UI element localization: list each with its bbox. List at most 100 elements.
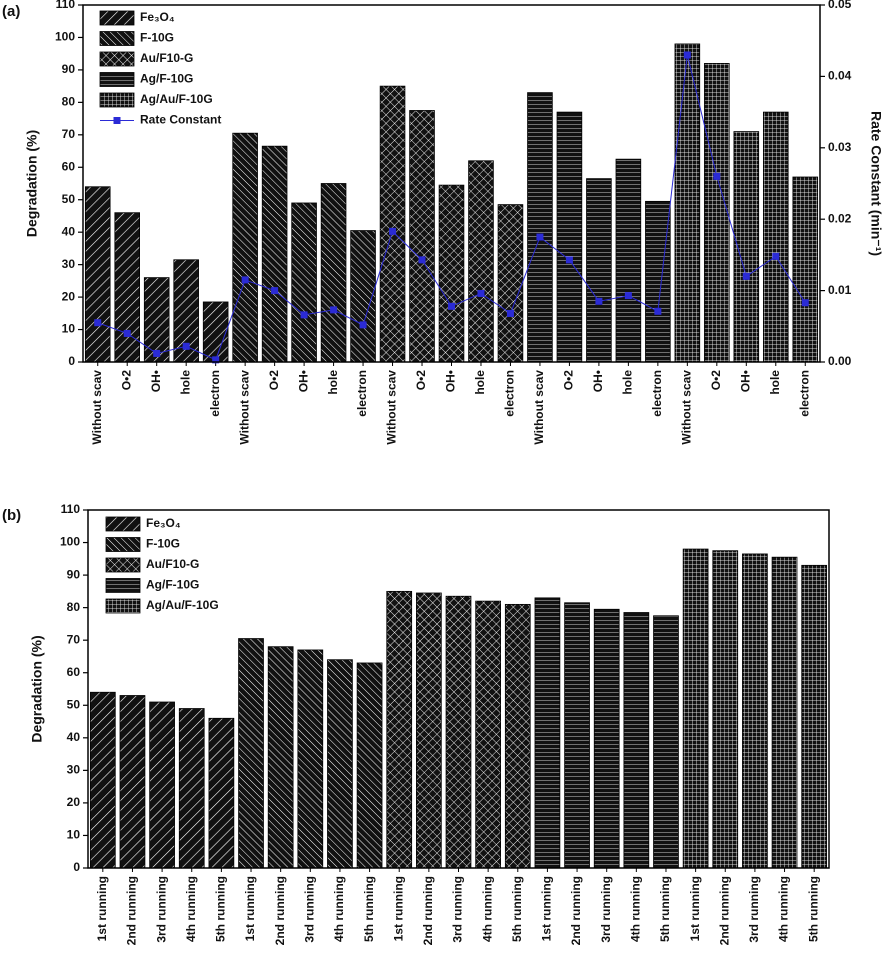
legend-swatch: [105, 598, 141, 614]
bar: [143, 277, 170, 363]
bar: [327, 659, 353, 869]
y-tick-label: 40: [67, 730, 81, 744]
y-tick-label: 20: [62, 289, 76, 303]
rate-marker: [271, 287, 279, 295]
rate-marker: [153, 349, 161, 357]
x-tick-label: electron: [797, 370, 811, 417]
x-tick-label: 2nd running: [717, 876, 731, 945]
bar: [504, 603, 531, 869]
legend-swatch: [105, 537, 141, 552]
bar: [438, 184, 465, 363]
legend-label: Ag/Au/F-10G: [146, 598, 219, 612]
bar: [261, 145, 288, 363]
x-tick-label: 4th running: [629, 876, 643, 942]
rate-marker: [772, 252, 780, 260]
x-tick-label: O•2: [119, 370, 133, 391]
x-tick-label: electron: [650, 370, 664, 417]
legend-label: Ag/F-10G: [146, 578, 199, 592]
bar: [232, 132, 258, 363]
x-tick-label: 3rd running: [302, 876, 316, 943]
x-tick-label: OH•: [591, 370, 605, 392]
y-tick-label: 100: [60, 535, 80, 549]
bar: [556, 111, 583, 363]
bar: [386, 590, 413, 869]
x-tick-label: 5th running: [214, 876, 228, 942]
rate-marker: [389, 227, 397, 235]
y2-axis-title: Rate Constant (min⁻¹): [868, 111, 884, 256]
bar: [468, 160, 494, 363]
y-tick-label: 80: [67, 600, 81, 614]
legend-label: Au/F10-G: [140, 51, 193, 65]
y2-tick-label: 0.02: [828, 211, 852, 225]
x-tick-label: 5th running: [362, 876, 376, 942]
bar: [114, 212, 141, 363]
y2-tick-label: 0.04: [828, 69, 852, 83]
y2-tick-label: 0.03: [828, 140, 852, 154]
bar: [475, 600, 501, 869]
x-tick-label: Without scav: [680, 370, 694, 445]
y-tick-label: 70: [67, 632, 81, 646]
x-tick-label: hole: [326, 370, 340, 395]
y-tick-label: 50: [67, 697, 81, 711]
bar: [350, 230, 376, 363]
legend-swatch: [99, 72, 135, 87]
y-tick-label: 20: [67, 795, 81, 809]
bar: [409, 110, 435, 363]
x-tick-label: OH•: [444, 370, 458, 392]
rate-marker: [565, 256, 573, 264]
x-tick-label: 5th running: [510, 876, 524, 942]
y2-tick-label: 0.01: [828, 283, 852, 297]
x-tick-label: 2nd running: [569, 876, 583, 945]
legend-label: F-10G: [140, 31, 174, 45]
x-tick-label: electron: [208, 370, 222, 417]
y-axis-title: Degradation (%): [29, 635, 45, 742]
x-tick-label: electron: [355, 370, 369, 417]
rate-marker: [506, 309, 514, 317]
rate-marker: [683, 51, 691, 59]
bar: [208, 717, 235, 869]
legend-label: Ag/F-10G: [140, 72, 193, 86]
bar: [320, 183, 347, 363]
x-tick-label: O•2: [414, 370, 428, 391]
y-tick-label: 30: [67, 763, 81, 777]
rate-marker: [330, 306, 338, 314]
legend-swatch: [105, 516, 141, 532]
y-tick-label: 70: [62, 127, 76, 141]
bar: [653, 615, 679, 869]
x-tick-label: 1st running: [540, 876, 554, 941]
bar: [762, 111, 789, 363]
x-tick-label: 1st running: [95, 876, 109, 941]
x-tick-label: Without scav: [532, 370, 546, 445]
x-tick-label: 5th running: [658, 876, 672, 942]
bar: [704, 63, 730, 363]
y-tick-label: 10: [67, 828, 81, 842]
x-tick-label: 4th running: [777, 876, 791, 942]
x-tick-label: OH•: [738, 370, 752, 392]
x-tick-label: 2nd running: [125, 876, 139, 945]
x-tick-label: 4th running: [480, 876, 494, 942]
plot-frame: [82, 4, 821, 363]
x-tick-label: OH•: [296, 370, 310, 392]
rate-marker: [418, 256, 426, 264]
bar: [202, 301, 229, 363]
x-tick-label: 1st running: [243, 876, 257, 941]
bar: [84, 186, 111, 363]
y2-tick-label: 0.00: [828, 354, 852, 368]
legend-label: Fe₃O₄: [140, 10, 175, 24]
x-tick-label: 5th running: [806, 876, 820, 942]
x-tick-label: hole: [768, 370, 782, 395]
legend-swatch: [99, 92, 135, 108]
x-tick-label: O•2: [267, 370, 281, 391]
bar: [297, 649, 324, 869]
y-tick-label: 50: [62, 192, 76, 206]
bar: [712, 550, 739, 869]
rate-marker: [742, 272, 750, 280]
panel-label: (a): [2, 3, 20, 20]
rate-marker: [801, 299, 809, 307]
y-axis-title: Degradation (%): [24, 130, 40, 237]
rate-marker: [123, 329, 131, 337]
x-tick-label: electron: [503, 370, 517, 417]
rate-marker: [241, 276, 249, 284]
x-tick-label: Without scav: [237, 370, 251, 445]
panel-label: (b): [2, 507, 21, 524]
